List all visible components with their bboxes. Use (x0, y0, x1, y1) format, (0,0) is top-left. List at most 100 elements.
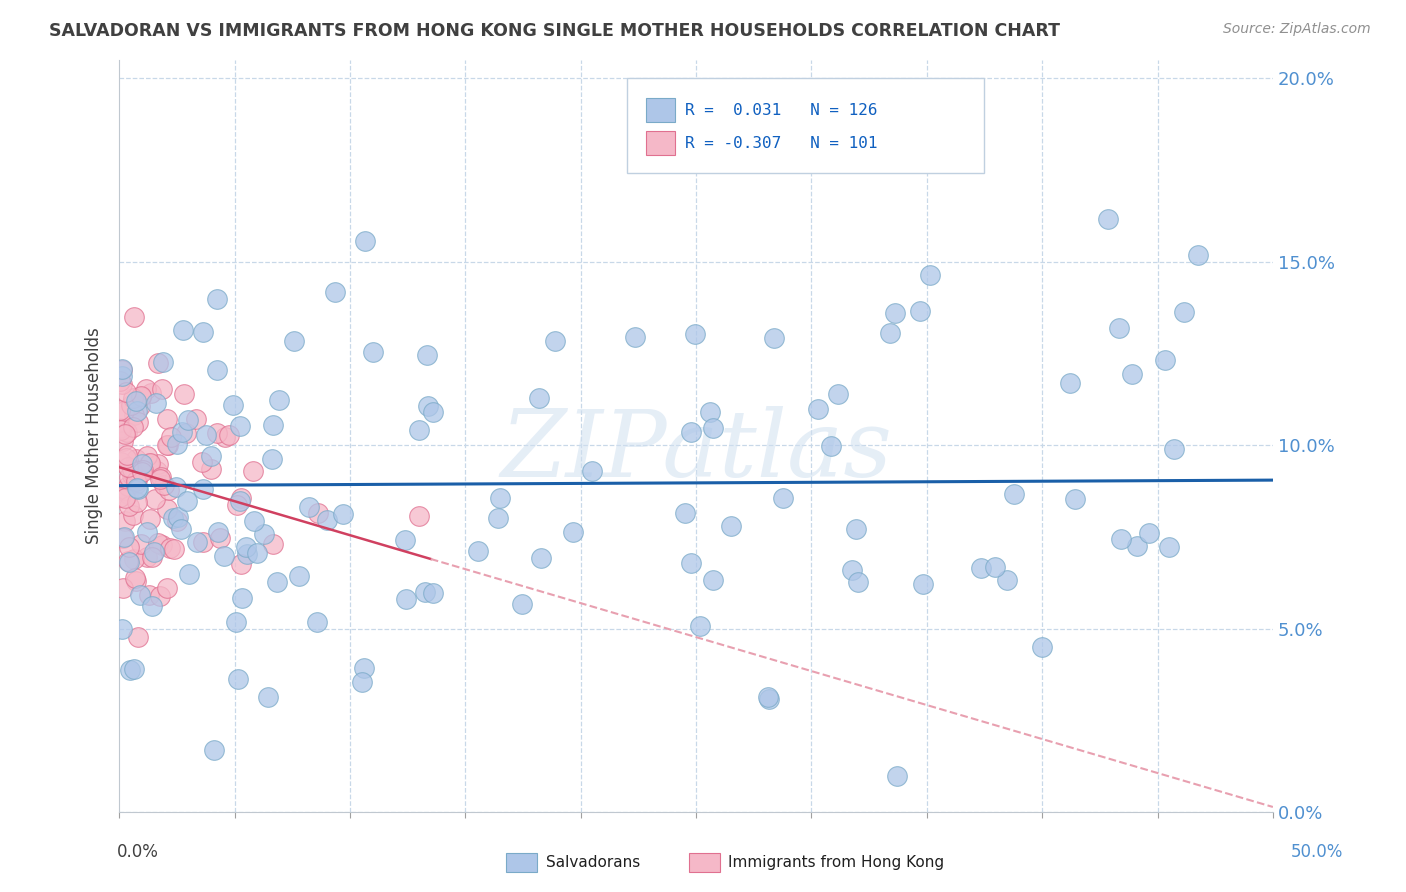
Point (879, 326, 901, 341)
Point (152, 355, 174, 369)
Point (127, 404, 149, 418)
Text: R = -0.307   N = 101: R = -0.307 N = 101 (685, 136, 877, 151)
Point (115, 450, 138, 465)
Point (229, 494, 252, 508)
Point (222, 398, 245, 412)
Point (720, 519, 742, 533)
Point (148, 356, 170, 370)
Point (467, 543, 489, 558)
Point (699, 405, 721, 419)
Point (157, 483, 180, 497)
Point (253, 527, 276, 541)
Point (229, 491, 252, 506)
Point (205, 293, 228, 307)
Point (581, 464, 603, 478)
Point (118, 541, 141, 555)
Point (207, 426, 229, 441)
Point (118, 663, 141, 677)
Point (1002, 487, 1025, 501)
Point (702, 421, 724, 435)
FancyBboxPatch shape (627, 78, 984, 172)
Point (122, 310, 145, 324)
Point (1121, 367, 1143, 381)
Point (422, 405, 444, 419)
Point (163, 541, 186, 556)
Point (125, 473, 148, 487)
Point (510, 597, 533, 611)
Point (195, 428, 218, 442)
Point (110, 420, 132, 434)
Point (166, 510, 188, 524)
Point (820, 439, 842, 453)
Point (135, 382, 157, 396)
Point (266, 574, 288, 589)
Point (1109, 532, 1132, 546)
Point (114, 483, 136, 497)
Point (117, 487, 139, 501)
Point (353, 235, 375, 249)
Point (110, 369, 132, 384)
Point (112, 530, 135, 544)
Point (920, 268, 942, 283)
Point (884, 306, 907, 320)
Point (1137, 526, 1160, 541)
Point (165, 480, 187, 494)
Point (415, 585, 437, 599)
Point (118, 470, 141, 484)
Point (841, 564, 863, 578)
Point (395, 591, 418, 606)
Point (218, 428, 240, 442)
Point (136, 549, 159, 564)
Point (143, 544, 166, 558)
Point (124, 468, 146, 483)
Point (1108, 321, 1130, 335)
Point (191, 483, 214, 497)
Text: 0.0%: 0.0% (117, 843, 159, 861)
Text: Salvadorans: Salvadorans (546, 855, 640, 870)
Point (323, 285, 346, 300)
Point (115, 385, 138, 400)
Point (129, 463, 152, 477)
Point (1031, 640, 1053, 655)
Point (416, 348, 439, 362)
Point (114, 491, 136, 505)
Point (1125, 539, 1147, 553)
Point (172, 323, 194, 337)
Point (125, 481, 148, 495)
Point (984, 560, 1007, 574)
Text: R =  0.031   N = 126: R = 0.031 N = 126 (685, 103, 877, 118)
Point (117, 479, 139, 493)
Point (283, 334, 305, 349)
Point (131, 457, 153, 471)
Point (544, 334, 567, 349)
Point (246, 546, 269, 560)
Point (114, 427, 136, 442)
Point (156, 581, 179, 595)
Point (174, 425, 197, 440)
Point (124, 662, 146, 676)
Point (156, 438, 179, 452)
Point (886, 769, 908, 783)
Point (139, 456, 162, 470)
Point (673, 506, 696, 520)
Point (176, 494, 198, 508)
Point (173, 387, 195, 401)
Point (110, 402, 132, 417)
Point (214, 430, 236, 444)
Point (110, 374, 132, 388)
Point (191, 455, 214, 469)
Point (150, 382, 173, 396)
Text: SALVADORAN VS IMMIGRANTS FROM HONG KONG SINGLE MOTHER HOUSEHOLDS CORRELATION CHA: SALVADORAN VS IMMIGRANTS FROM HONG KONG … (49, 22, 1060, 40)
Point (679, 425, 702, 439)
Point (117, 554, 139, 568)
Point (139, 511, 162, 525)
Point (149, 589, 172, 603)
Point (353, 661, 375, 675)
Point (332, 507, 354, 521)
Point (125, 574, 148, 588)
Point (166, 514, 188, 528)
FancyBboxPatch shape (647, 98, 675, 122)
Point (912, 577, 935, 591)
Point (170, 522, 193, 536)
Point (772, 491, 794, 505)
